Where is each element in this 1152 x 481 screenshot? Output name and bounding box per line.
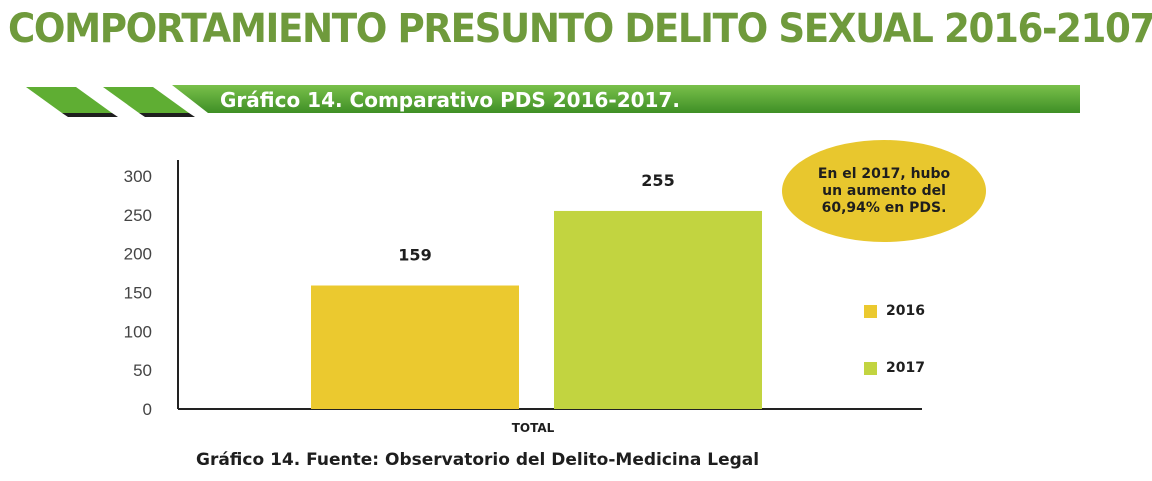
banner-stripe-1-shadow: [62, 113, 118, 117]
x-tick-label: TOTAL: [512, 421, 555, 435]
bar-2017: [554, 210, 762, 409]
bar-chart: 300 250 200 150 100 50 0 159 255 TOTAL: [124, 160, 922, 435]
data-label-2016: 159: [398, 246, 431, 265]
y-tick-label: 200: [124, 245, 152, 264]
legend-swatch-2017: [864, 361, 877, 375]
banner-green-band: [172, 85, 1080, 113]
y-tick-label: 300: [124, 167, 152, 186]
legend-item-2016: 2016: [864, 303, 925, 319]
legend-swatch-2016: [864, 304, 877, 318]
legend-label-2017: 2017: [886, 360, 925, 376]
banner-stripe-2-shadow: [139, 113, 195, 117]
y-tick-label: 250: [124, 206, 152, 225]
banner-stripe-2: [103, 87, 189, 113]
y-tick-label: 0: [143, 400, 152, 419]
banner-stripe-1: [26, 87, 112, 113]
legend-item-2017: 2017: [864, 360, 925, 376]
page-title: COMPORTAMIENTO PRESUNTO DELITO SEXUAL 20…: [8, 6, 1152, 52]
y-tick-label: 100: [124, 322, 152, 341]
source-caption: Gráfico 14. Fuente: Observatorio del Del…: [196, 450, 760, 470]
banner-title: Gráfico 14. Comparativo PDS 2016-2017.: [220, 88, 680, 112]
annotation-bubble: En el 2017, hubo un aumento del 60,94% e…: [782, 140, 986, 242]
annotation-text: En el 2017, hubo un aumento del 60,94% e…: [817, 165, 951, 216]
banner-bar: [26, 85, 1080, 117]
bar-2016: [311, 285, 519, 409]
legend-label-2016: 2016: [886, 303, 925, 319]
y-tick-label: 50: [133, 361, 152, 380]
data-label-2017: 255: [641, 171, 674, 190]
y-tick-label: 150: [124, 284, 152, 303]
